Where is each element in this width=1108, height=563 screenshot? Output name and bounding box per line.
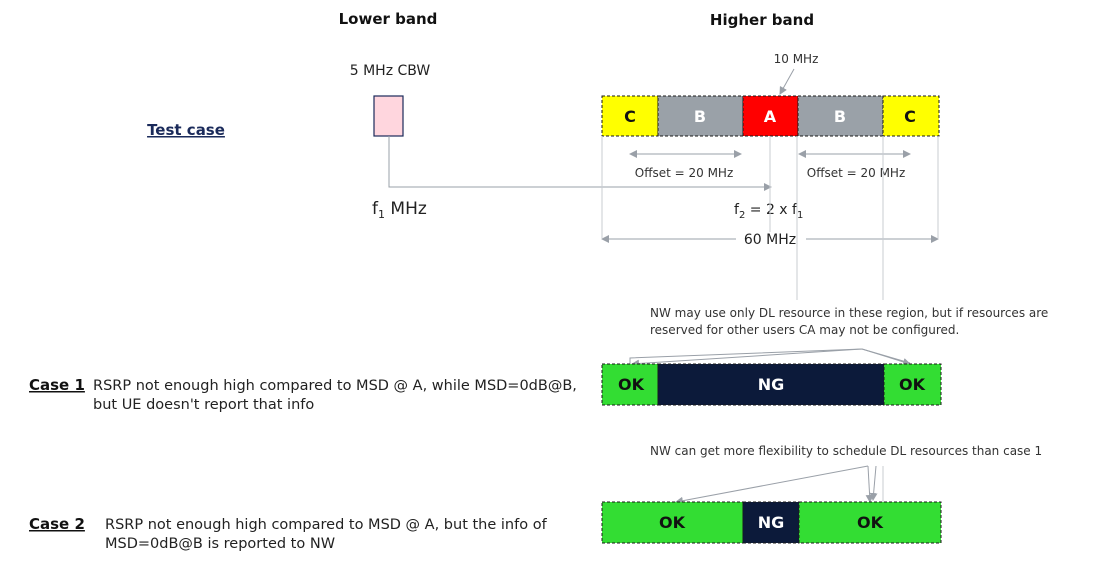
a-width-pointer: [779, 68, 795, 95]
total-width-label: 60 MHz: [744, 232, 796, 248]
case1-desc-line2: but UE doesn't report that info: [93, 397, 314, 413]
test-case-label: Test case: [147, 121, 225, 139]
case2-ok-right-label: OK: [857, 513, 884, 532]
case2-title: Case 2: [29, 515, 85, 533]
lower-band-header: Lower band: [339, 10, 438, 28]
segment-a-label: A: [764, 107, 777, 126]
note2-arrow-left: [675, 465, 869, 505]
case1-desc-line1: RSRP not enough high compared to MSD @ A…: [93, 378, 577, 394]
offset-right-label: Offset = 20 MHz: [807, 166, 906, 180]
guide-lines: [601, 136, 939, 300]
case2-ng-label: NG: [758, 513, 785, 532]
lower-band-block: [373, 95, 404, 137]
case1-title: Case 1: [29, 376, 85, 394]
segment-c-right-label: C: [904, 107, 916, 126]
segment-b-right: [797, 95, 884, 137]
f1-to-f2-arrow: [388, 136, 772, 191]
case2-ok-right: [798, 501, 942, 544]
note1-pointer: [629, 348, 911, 365]
segment-c-left-label: C: [624, 107, 636, 126]
higher-band-header: Higher band: [710, 11, 814, 29]
segment-b-left-label: B: [694, 107, 706, 126]
case1-ng-label: NG: [758, 375, 785, 394]
case2-ok-left: [601, 501, 744, 544]
note2-arrow-right: [865, 465, 874, 503]
case1-ng: [657, 363, 885, 406]
case2-ok-left-label: OK: [659, 513, 686, 532]
case1-ok-left: [601, 363, 659, 406]
case1-ok-right: [883, 363, 942, 406]
note2-arrow-right2: [869, 465, 878, 501]
higher-band-segments: [601, 95, 940, 137]
note2: NW can get more flexibility to schedule …: [650, 444, 1042, 458]
a-width-label: 10 MHz: [774, 52, 819, 66]
case1-bar: [601, 363, 942, 406]
offset-left-label: Offset = 20 MHz: [635, 166, 734, 180]
case2-desc-line1: RSRP not enough high compared to MSD @ A…: [105, 517, 548, 533]
case1-ok-right-label: OK: [899, 375, 926, 394]
lower-cbw-label: 5 MHz CBW: [350, 63, 431, 79]
note1-arrow-right: [861, 348, 911, 366]
case2-bar: [601, 501, 942, 544]
f2-label: f2 = 2 x f1: [734, 202, 803, 221]
segment-b-left: [657, 95, 744, 137]
segment-c-right: [882, 95, 940, 137]
case2-desc-line2: MSD=0dB@B is reported to NW: [105, 536, 335, 552]
note1-arrow-left: [631, 348, 863, 368]
case1-ok-left-label: OK: [618, 375, 645, 394]
segment-b-right-label: B: [834, 107, 846, 126]
f1-label: f1 MHz: [372, 199, 427, 221]
note1-line2: reserved for other users CA may not be c…: [650, 323, 959, 337]
note1-line1: NW may use only DL resource in these reg…: [650, 306, 1048, 320]
